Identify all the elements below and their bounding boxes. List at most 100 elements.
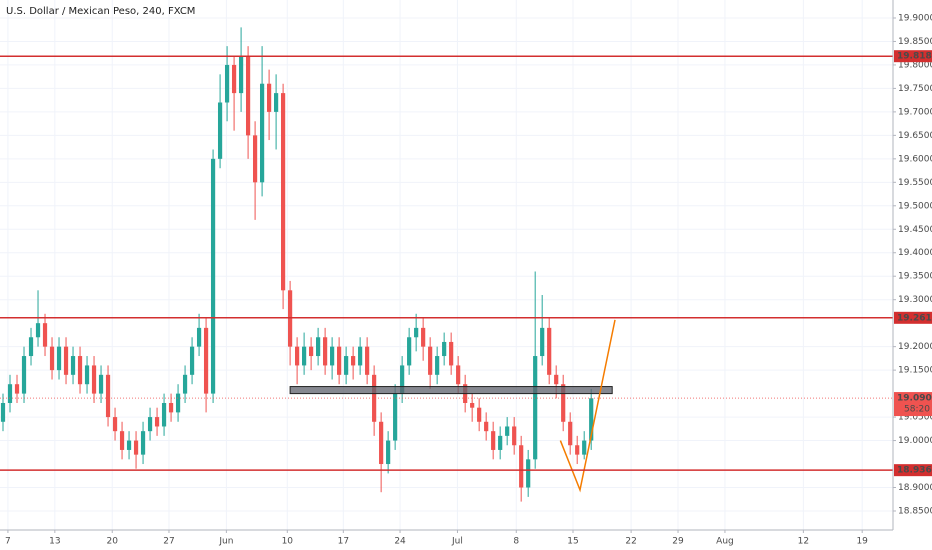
- candle-body: [309, 346, 314, 357]
- candle-body: [533, 356, 538, 460]
- candle-body: [154, 417, 160, 427]
- x-tick-label: Aug: [716, 537, 734, 547]
- x-tick-label: 12: [798, 537, 809, 547]
- candle-body: [428, 346, 433, 375]
- candle-body: [196, 327, 202, 347]
- candle-body: [512, 426, 517, 446]
- level-tag-label: 19.26142: [897, 313, 932, 323]
- candle-body: [0, 402, 6, 422]
- x-tick-label: 27: [163, 537, 174, 547]
- candle-body: [28, 337, 34, 357]
- candle-body: [252, 135, 258, 183]
- candle-body: [470, 402, 475, 408]
- candle-body: [561, 384, 566, 422]
- candle-body: [568, 421, 573, 446]
- candle-body: [63, 346, 69, 375]
- y-tick-label: 19.40000: [898, 248, 932, 258]
- level-tag-label: 18.93695: [897, 466, 932, 476]
- plot: [0, 27, 893, 502]
- candle-body: [266, 83, 272, 112]
- candle-body: [56, 346, 62, 371]
- candle-body: [379, 421, 384, 465]
- candle-body: [519, 445, 524, 488]
- x-tick-label: 24: [394, 537, 406, 547]
- current-price-tag: [894, 392, 932, 417]
- candle-body: [477, 407, 482, 422]
- x-tick-label: Jun: [218, 537, 233, 547]
- candle-body: [126, 440, 132, 450]
- x-tick-label: Jul: [451, 537, 463, 547]
- candle-body: [77, 356, 83, 385]
- candle-body: [582, 440, 587, 455]
- candle-body: [224, 64, 230, 103]
- x-tick-label: 15: [567, 537, 578, 547]
- candle-body: [386, 440, 391, 465]
- candle-body: [400, 365, 405, 394]
- y-tick-label: 18.85000: [898, 506, 932, 516]
- candle-body: [35, 323, 41, 338]
- x-tick-label: 8: [513, 537, 519, 547]
- candle-body: [210, 158, 216, 394]
- axes: 18.85000 18.90000 19.00000 19.05000 19.15000…: [5, 13, 932, 547]
- candle-body: [505, 426, 510, 436]
- candle-body: [589, 398, 594, 441]
- y-tick-label: 19.45000: [898, 225, 932, 235]
- candle-body: [112, 417, 118, 432]
- y-tick-label: 19.80000: [898, 60, 932, 70]
- candle-body: [182, 374, 188, 394]
- candle-body: [449, 341, 454, 366]
- candle-body: [575, 445, 580, 455]
- y-tick-label: 19.30000: [898, 295, 932, 305]
- y-tick-label: 19.75000: [898, 84, 932, 94]
- candle-body: [259, 83, 265, 183]
- candle-body: [49, 346, 55, 371]
- x-tick-label: 7: [5, 537, 11, 547]
- level-tag: [894, 50, 932, 63]
- candle-body: [21, 356, 27, 394]
- candle-body: [526, 459, 531, 488]
- y-tick-label: 18.90000: [898, 483, 932, 493]
- candle-body: [245, 55, 251, 136]
- current-price-label: 19.09050: [897, 394, 932, 404]
- candle-body: [414, 327, 419, 338]
- candle-body: [273, 93, 279, 112]
- candle-body: [421, 327, 426, 347]
- projection-line: [559, 319, 616, 493]
- candle-body: [484, 421, 489, 432]
- candle-body: [456, 365, 461, 385]
- y-tick-label: 19.70000: [898, 107, 932, 117]
- candle-body: [351, 356, 356, 366]
- candle-body: [295, 346, 300, 366]
- y-tick-label: 19.50000: [898, 201, 932, 211]
- x-tick-label: 20: [107, 537, 119, 547]
- y-tick-label: 19.05000: [898, 413, 932, 423]
- candle-body: [231, 64, 237, 94]
- y-tick-label: 19.35000: [898, 272, 932, 282]
- level-tag-label: 19.81863: [897, 52, 932, 62]
- candle-body: [91, 365, 97, 394]
- candle-body: [7, 384, 13, 403]
- candle-body: [189, 346, 195, 375]
- y-tick-label: 19.00000: [898, 436, 932, 446]
- zone: [289, 386, 613, 395]
- chart-title: U.S. Dollar / Mexican Peso, 240, FXCM: [6, 6, 195, 17]
- candle-body: [281, 93, 286, 291]
- candle-body: [316, 337, 321, 357]
- candle-body: [98, 374, 104, 394]
- candle-body: [70, 356, 76, 375]
- price-axis: [893, 0, 932, 550]
- candle-body: [84, 365, 90, 385]
- candle-body: [168, 402, 174, 413]
- candle-body: [365, 346, 370, 375]
- candle-body: [554, 374, 559, 385]
- x-tick-label: 17: [338, 537, 349, 547]
- candle-body: [217, 102, 223, 159]
- candle-body: [498, 435, 503, 450]
- candle-body: [147, 417, 153, 432]
- y-tick-label: 19.15000: [898, 366, 932, 376]
- x-tick-label: 13: [49, 537, 60, 547]
- candle-body: [540, 327, 545, 357]
- y-tick-label: 19.65000: [898, 131, 932, 141]
